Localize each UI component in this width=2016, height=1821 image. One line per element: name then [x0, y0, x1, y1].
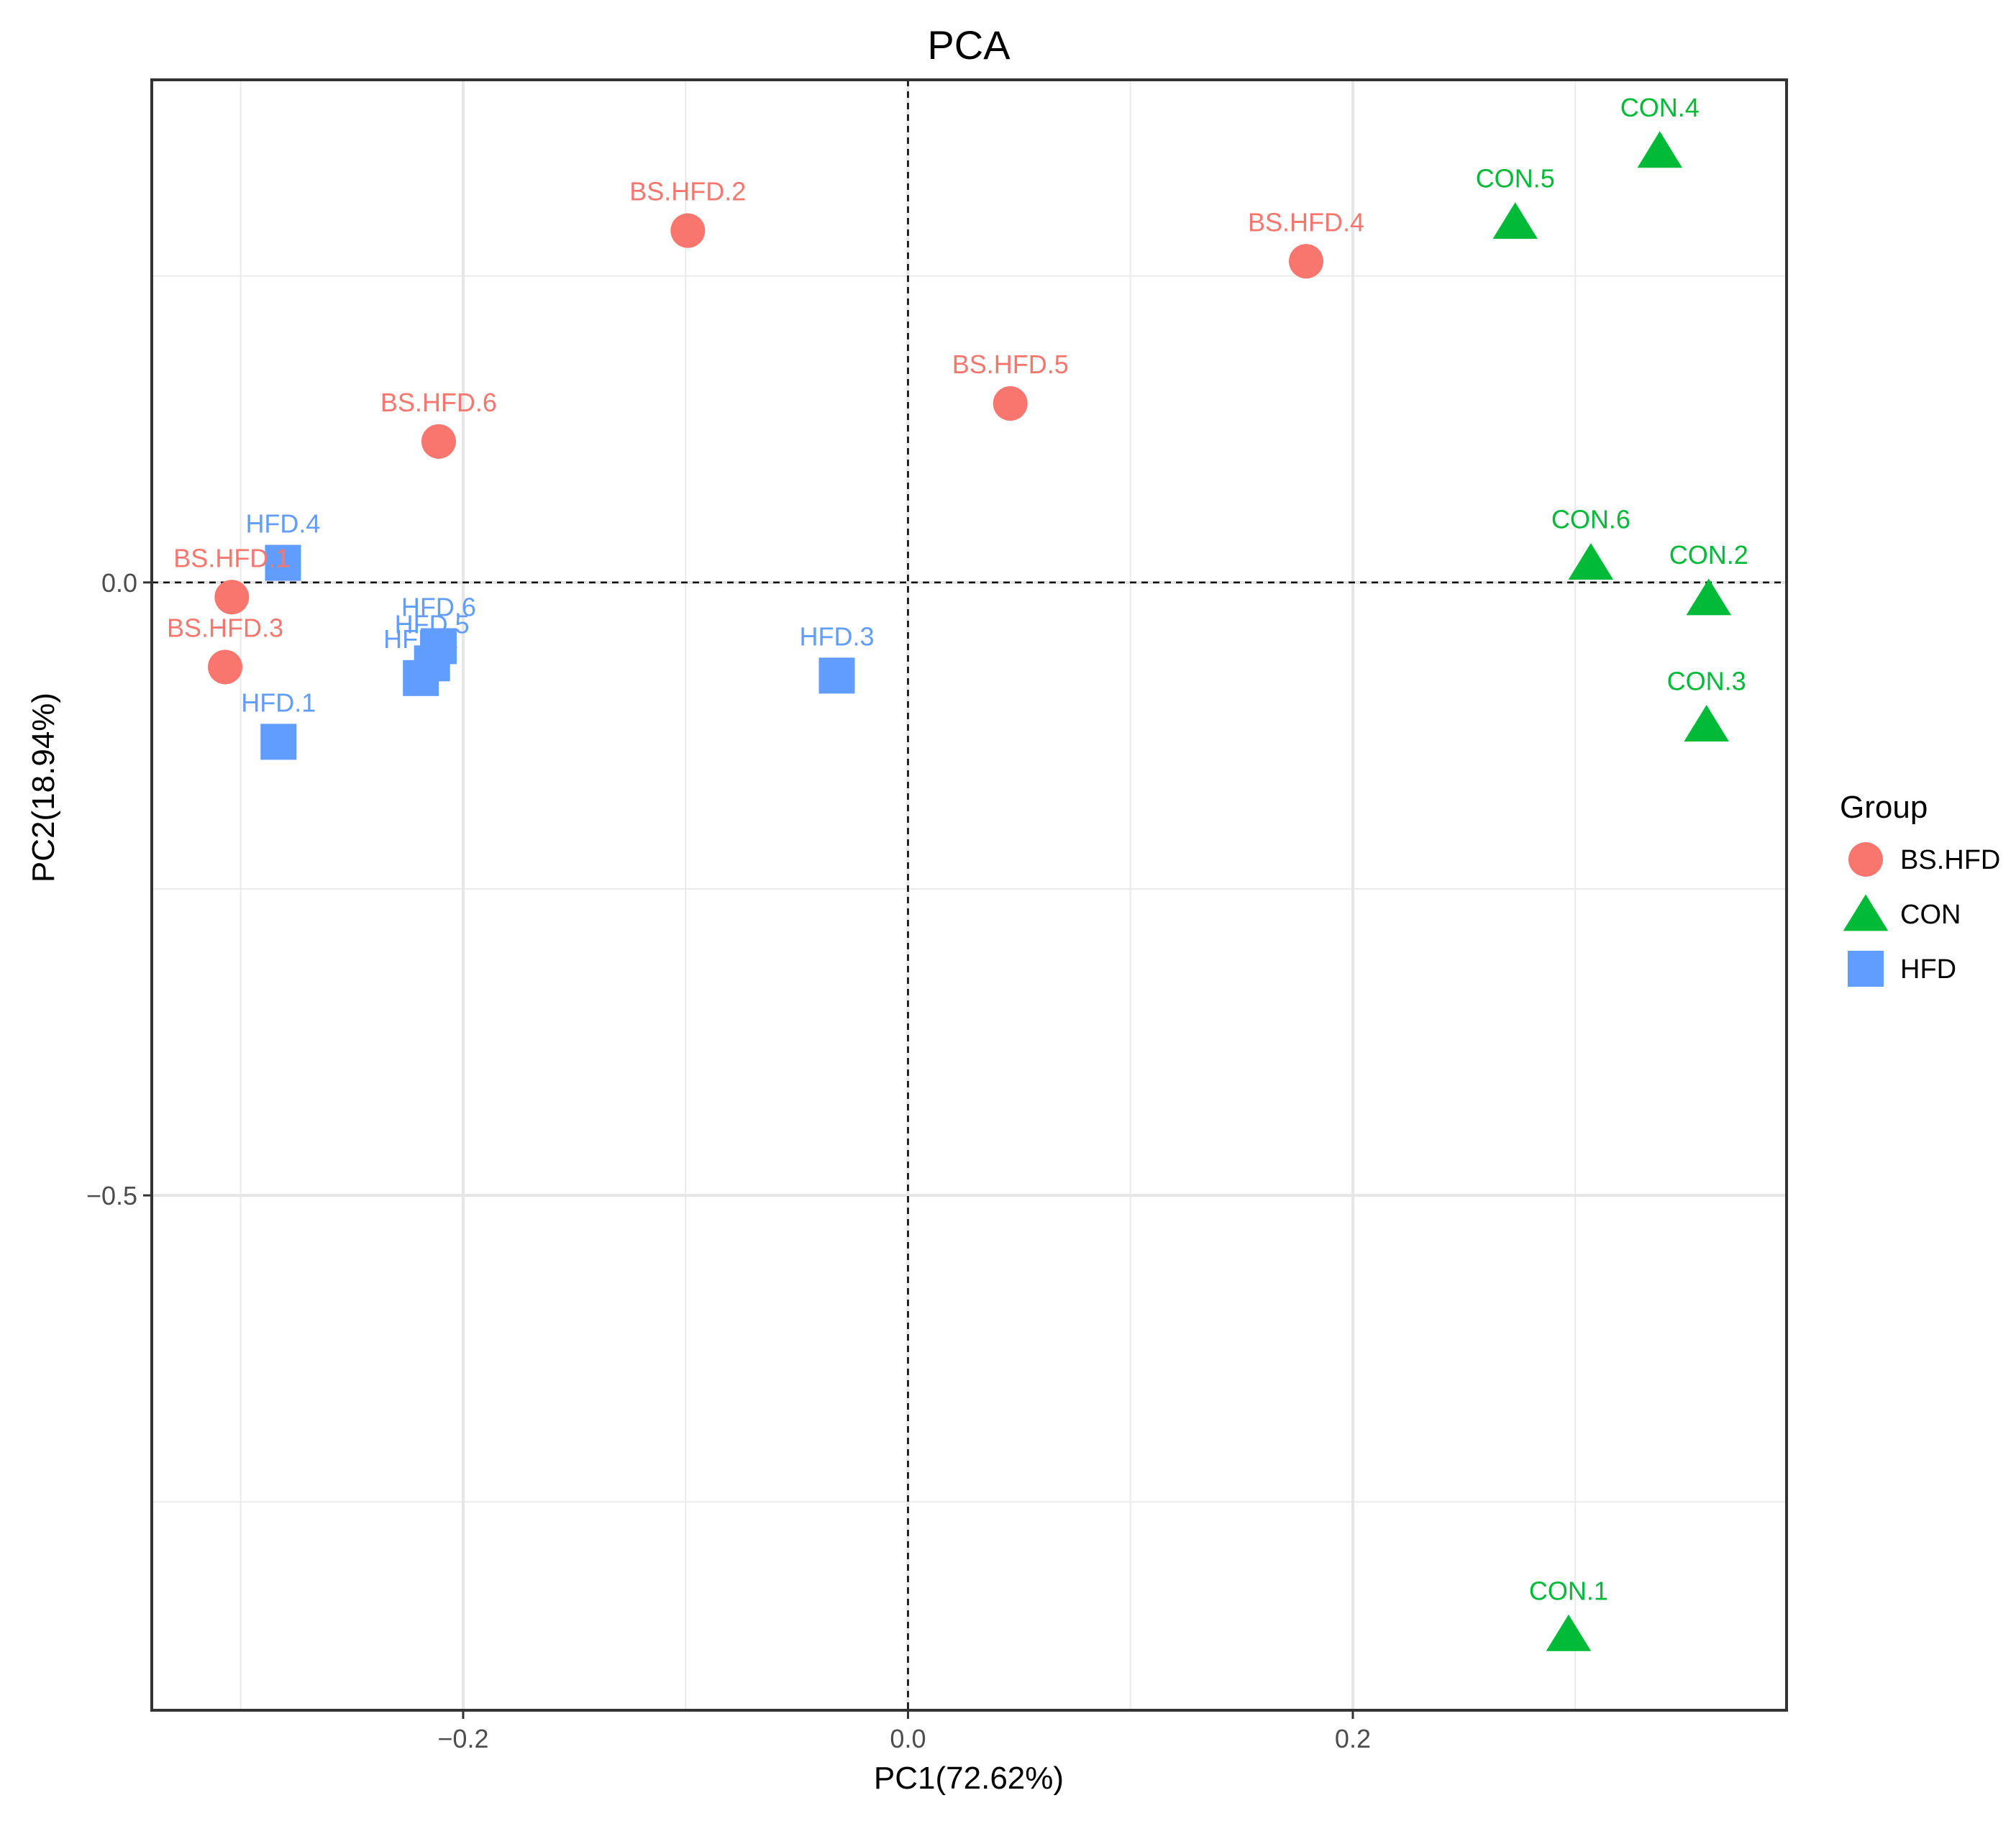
data-point [993, 385, 1028, 421]
x-tick-label: −0.2 [437, 1724, 488, 1753]
legend: Group BS.HFD CON HFD [1840, 790, 2000, 987]
data-point-label: CON.4 [1620, 93, 1700, 122]
legend-key [1848, 951, 1884, 987]
data-point-label: HFD.2 [383, 624, 458, 654]
data-point-label: CON.5 [1476, 164, 1555, 193]
data-point-label: BS.HFD.3 [167, 613, 283, 642]
legend-key [1848, 842, 1883, 877]
data-point [421, 424, 456, 459]
legend-key [1843, 894, 1889, 931]
legend-entry-label: HFD [1900, 954, 1956, 985]
data-point [1568, 543, 1614, 580]
data-point-label: HFD.5 [395, 609, 470, 639]
x-axis-title: PC1(72.62%) [874, 1761, 1064, 1796]
data-point [1686, 578, 1732, 616]
data-point [208, 649, 243, 685]
data-point-label: BS.HFD.2 [629, 177, 746, 206]
chart-title: PCA [927, 22, 1011, 68]
data-marks [208, 131, 1732, 1651]
data-point-label: CON.1 [1529, 1576, 1608, 1605]
legend-entries: BS.HFD CON HFD [1843, 842, 2000, 987]
data-point-label: BS.HFD.4 [1248, 207, 1364, 237]
data-point [1546, 1614, 1592, 1651]
data-point-label: HFD.3 [799, 621, 874, 651]
data-point [1637, 131, 1682, 168]
data-point [265, 544, 301, 581]
legend-entry-label: BS.HFD [1900, 845, 2000, 875]
axis-ticks: −0.2 0.0 0.2 0.0 −0.5 [86, 568, 1371, 1753]
data-point [214, 580, 250, 615]
y-tick-label: −0.5 [86, 1181, 137, 1210]
point-labels: BS.HFD.1 BS.HFD.2 BS.HFD.3 BS.HFD.4 BS.HFD.5… [167, 93, 1748, 1605]
data-point-label: BS.HFD.1 [173, 543, 290, 572]
data-point-label: CON.6 [1551, 505, 1630, 534]
reference-lines [152, 80, 1787, 1710]
legend-entry-label: CON [1900, 900, 1961, 930]
x-tick-label: 0.0 [890, 1724, 926, 1753]
y-tick-label: 0.0 [101, 568, 137, 598]
data-point-label: HFD.6 [401, 592, 476, 621]
data-point [1492, 202, 1538, 239]
data-point [260, 724, 297, 760]
data-point-label: CON.3 [1667, 667, 1746, 696]
data-point-label: BS.HFD.6 [380, 388, 497, 417]
data-point [1684, 705, 1729, 741]
y-axis-title: PC2(18.94%) [26, 693, 61, 882]
data-point [420, 628, 457, 665]
plot-panel-border [150, 78, 1788, 1712]
x-tick-label: 0.2 [1335, 1724, 1371, 1753]
data-point-label: CON.2 [1669, 540, 1748, 570]
data-point-label: HFD.4 [245, 509, 320, 539]
data-point-label: BS.HFD.5 [952, 350, 1069, 379]
data-point [1289, 244, 1324, 279]
data-point-label: HFD.1 [241, 688, 316, 717]
data-point [818, 657, 855, 694]
data-point [670, 213, 706, 248]
minor-gridlines [152, 80, 1787, 1710]
legend-title: Group [1840, 790, 1928, 825]
